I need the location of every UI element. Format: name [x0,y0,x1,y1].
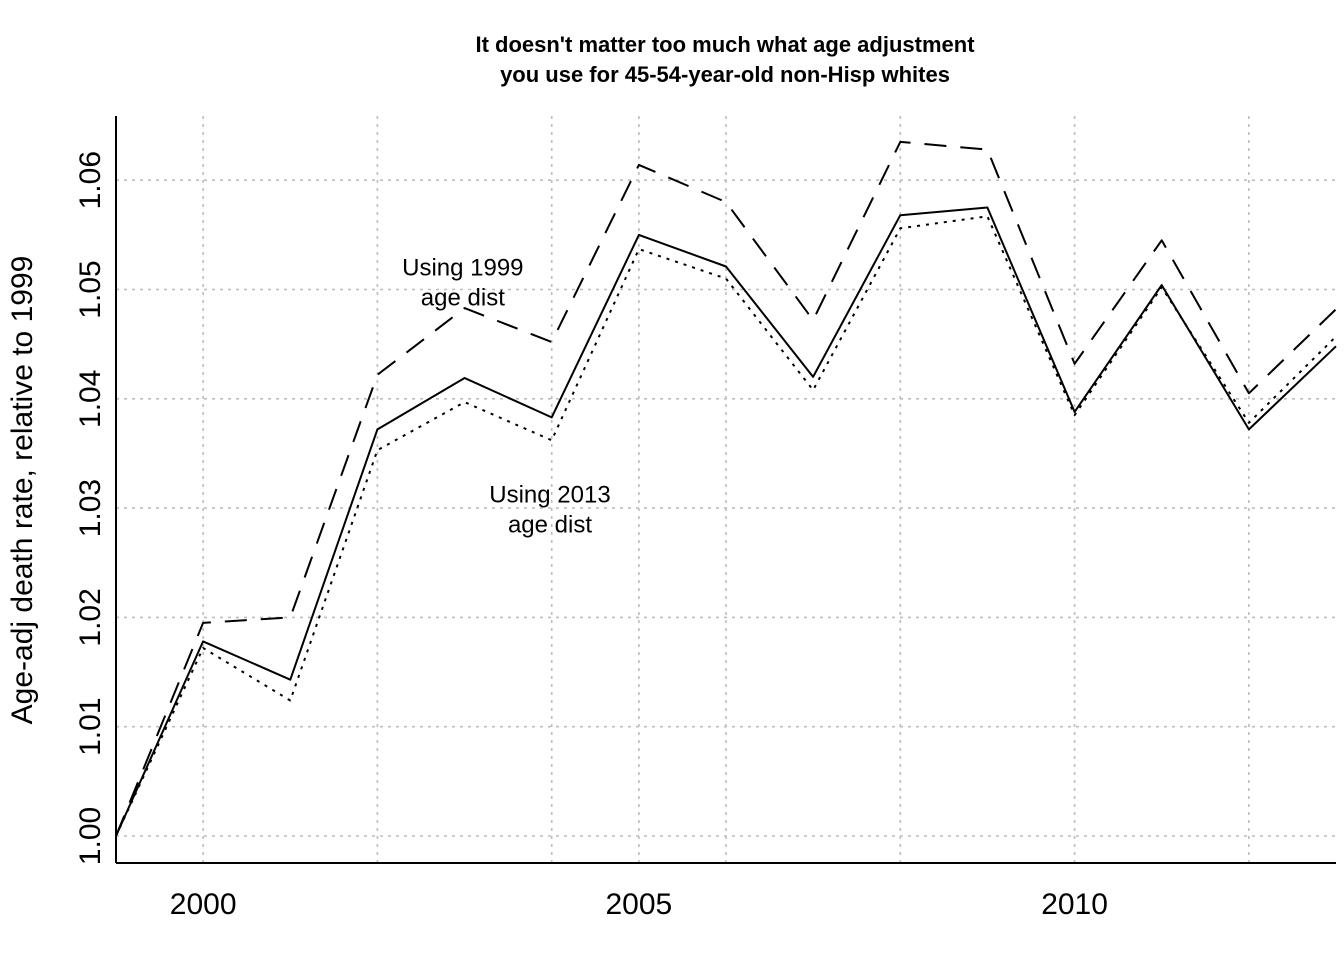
axis-layer: 1.00 1.01 1.02 1.03 1.04 1.05 1.06 2000 2005 2010 [74,116,1336,921]
x-tick-label: 2000 [170,888,237,921]
chart-title-line-2: you use for 45-54-year-old non-Hisp whit… [500,62,950,87]
series-layer [115,140,1337,837]
y-tick-label: 1.04 [74,370,107,428]
x-tick-label: 2005 [605,888,672,921]
y-tick-label: 1.01 [74,698,107,756]
y-tick-label: 1.02 [74,588,107,646]
chart-title-line-1: It doesn't matter too much what age adju… [475,32,975,57]
annotation-text: Using 1999 [402,254,523,281]
y-tick-label: 1.03 [74,479,107,537]
annotation-text: age dist [508,512,592,539]
y-axis-label: Age-adj death rate, relative to 1999 [6,256,39,725]
y-tick-label: 1.00 [74,807,107,865]
series-line-dashed [115,140,1337,837]
label-layer: Using 1999 age dist Using 2013 age dist [402,254,611,538]
grid-layer [116,116,1336,863]
annotation-text: Using 2013 [489,482,610,509]
annotation-text: age dist [421,284,505,311]
x-tick-label: 2010 [1041,888,1108,921]
series-line-dotted [115,215,1337,837]
y-tick-label: 1.06 [74,151,107,209]
y-tick-label: 1.05 [74,260,107,318]
series-line-solid [115,206,1337,837]
